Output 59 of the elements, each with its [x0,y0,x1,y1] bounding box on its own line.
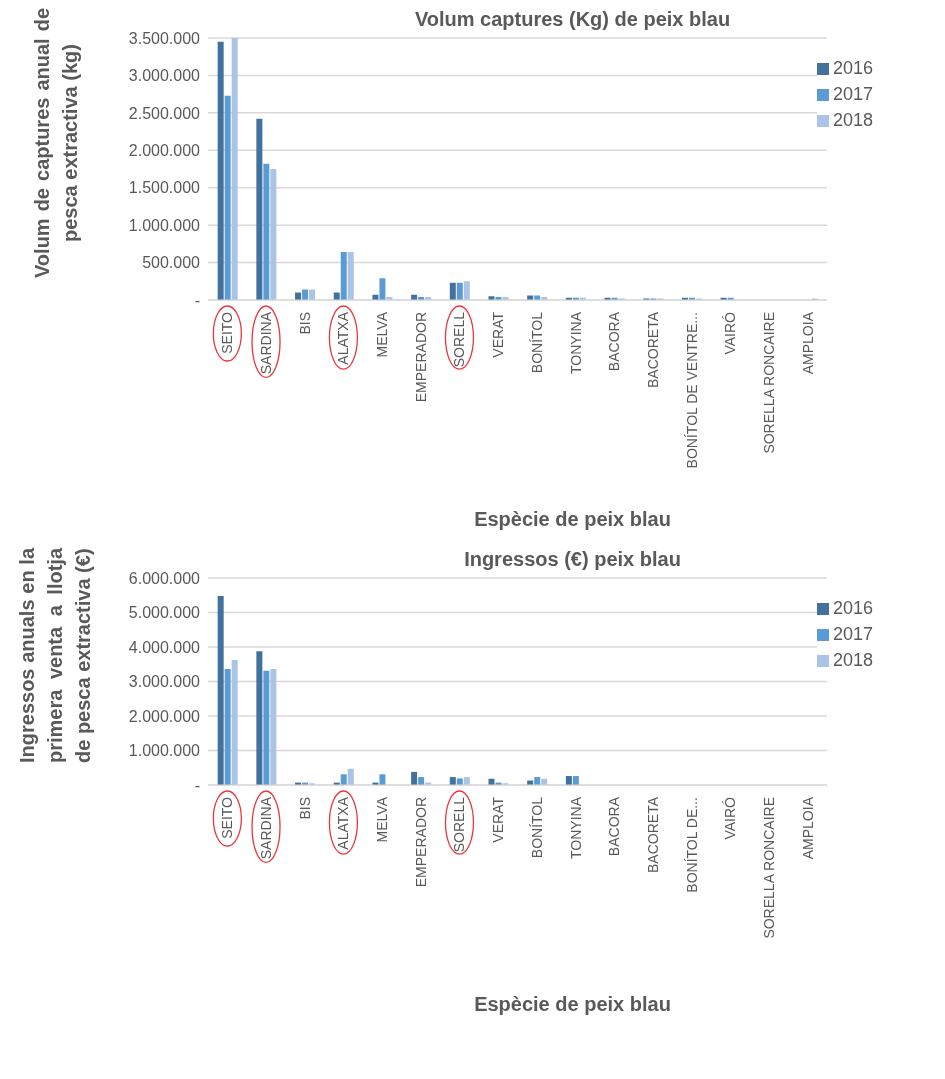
y-tick-label: 2.000.000 [128,141,201,159]
x-tick-label: SORELLA RONCAIRE [760,312,777,454]
x-tick-label: BONÍTOL [528,311,545,374]
legend-label: 2016 [833,58,874,78]
x-tick-label: MELVA [374,311,391,358]
x-tick-label: SORELLA RONCAIRE [760,797,777,939]
x-tick-label: SARDINA [258,311,275,375]
x-tick-label: BIS [296,797,313,820]
x-tick-label: AMPLOIA [799,311,816,375]
x-tick-label: AMPLOIA [799,796,816,860]
y-axis-title: Volum de captures anual de pesca extractiva (kg) [30,8,82,278]
legend-label: 2017 [833,84,874,104]
x-tick-label: SORELL [451,311,468,368]
x-tick-label: SEITO [219,796,236,839]
x-tick-label: BACORETA [644,311,661,388]
y-tick-label: 6.000.000 [128,569,201,587]
y-tick-label: 1.000.000 [128,216,201,234]
x-tick-label: SORELL [451,796,468,853]
x-tick-label: VERAT [490,796,507,843]
x-tick-label: TONYINA [567,796,584,859]
x-tick-label: BIS [296,312,313,335]
x-tick-label: VERAT [490,311,507,358]
x-tick-label: BACORA [606,796,623,857]
x-tick-label: EMPERADOR [412,797,429,888]
x-tick-label: ALATXA [335,311,352,365]
y-tick-label: - [194,291,200,309]
x-tick-label: TONYINA [567,311,584,374]
legend-label: 2017 [833,624,874,644]
y-tick-label: - [194,776,200,794]
x-tick-label: BONÍTOL DE... [683,797,700,893]
chart-title: Ingressos (€) peix blau [463,548,682,571]
x-tick-label: BONÍTOL DE VENTRE... [683,312,700,469]
y-axis-title: Ingressos anuals en la primera venta a llotja de pesca extractiva (€) [15,548,95,763]
y-tick-label: 1.500.000 [128,179,201,197]
x-tick-label: BACORA [606,311,623,372]
legend-label: 2018 [833,110,874,130]
x-tick-label: ALATXA [335,796,352,850]
x-tick-label: VAIRÓ [722,796,739,840]
x-axis-title: Espècie de peix blau [473,508,672,531]
y-tick-label: 4.000.000 [128,638,201,656]
y-tick-label: 3.000.000 [128,673,201,691]
x-tick-label: BACORETA [644,796,661,873]
y-tick-label: 2.500.000 [128,104,201,122]
x-tick-label: SARDINA [258,796,275,860]
x-axis-title: Espècie de peix blau [473,993,672,1016]
x-tick-label: BONÍTOL [528,796,545,859]
y-tick-label: 500.000 [142,254,201,272]
y-tick-label: 5.000.000 [128,604,201,622]
y-tick-label: 3.000.000 [128,67,201,85]
y-tick-label: 1.000.000 [128,742,201,760]
chart-title: Volum captures (Kg) de peix blau [413,8,732,31]
x-tick-label: SEITO [219,311,236,354]
x-tick-label: MELVA [374,796,391,843]
legend-label: 2018 [833,650,874,670]
x-tick-label: EMPERADOR [412,312,429,403]
legend-label: 2016 [833,598,874,618]
x-tick-label: VAIRÓ [722,311,739,355]
y-tick-label: 3.500.000 [128,29,201,47]
y-tick-label: 2.000.000 [128,707,201,725]
